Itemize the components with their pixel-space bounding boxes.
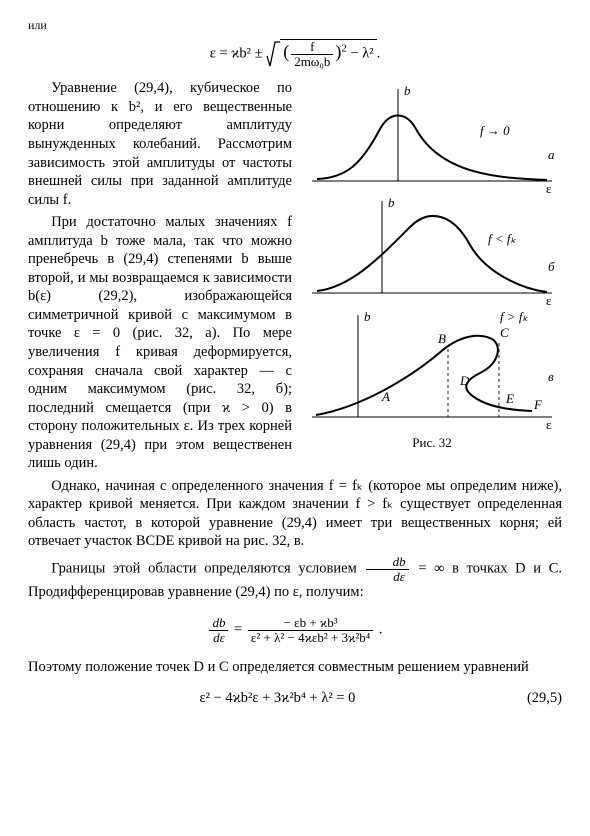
f-lt-fk: f < fₖ: [488, 231, 516, 246]
equation-eps-kb2: ε = ϰb² ± (f2mω₀b)2 − λ² .: [28, 39, 562, 69]
figure-32: b ε f → 0 а b ε f < fₖ б: [302, 81, 562, 452]
para-4: Границы этой области определяются услови…: [28, 555, 562, 602]
eq2-rhs-n: − εb + ϰb³: [248, 616, 373, 631]
eq1-frac-n: f: [291, 40, 333, 55]
para-3: Однако, начиная с определенного значения…: [28, 477, 562, 551]
axis-eps-b: ε: [546, 293, 552, 308]
axis-eps-a: ε: [546, 181, 552, 196]
axis-b-a: b: [404, 83, 411, 98]
panel-label-b: б: [548, 259, 555, 274]
frac-dbde-d: dε: [366, 570, 408, 584]
eq2-lhs-n: db: [209, 616, 228, 631]
frac-dbde-n: db: [366, 555, 408, 570]
panel-label-v: в: [548, 369, 554, 384]
axis-eps-v: ε: [546, 417, 552, 432]
eq3-body: ε² − 4ϰb²ε + 3ϰ²b⁴ + λ² = 0: [200, 690, 356, 706]
para-5: Поэтому положение точек D и C определяет…: [28, 658, 562, 677]
eq1-frac-d: 2mω₀b: [291, 55, 333, 69]
pt-B: B: [438, 331, 446, 346]
f-gt-fk: f > fₖ: [500, 309, 528, 324]
eq3-num: (29,5): [527, 689, 562, 708]
top-word: или: [28, 18, 562, 33]
pt-A: A: [381, 389, 390, 404]
eq1-minus: − λ²: [347, 46, 374, 62]
equation-29-5: ε² − 4ϰb²ε + 3ϰ²b⁴ + λ² = 0 (29,5): [28, 689, 562, 708]
para4-a: Границы этой области определяются услови…: [51, 561, 364, 577]
eq2-rhs-d: ε² + λ² − 4ϰεb² + 3ϰ²b⁴: [248, 631, 373, 645]
pt-E: E: [505, 391, 514, 406]
equation-dbde: dbdε = − εb + ϰb³ε² + λ² − 4ϰεb² + 3ϰ²b⁴…: [28, 616, 562, 644]
eq2-lhs-d: dε: [209, 631, 228, 645]
figure-caption: Рис. 32: [302, 435, 562, 452]
figure-svg: b ε f → 0 а b ε f < fₖ б: [302, 81, 562, 433]
eq1-close: .: [377, 46, 381, 62]
page: или ε = ϰb² ± (f2mω₀b)2 − λ² . b ε: [0, 0, 590, 836]
sqrt-icon: (f2mω₀b)2 − λ²: [266, 39, 376, 69]
eq1-lhs: ε = ϰb² ±: [210, 46, 266, 62]
eq1-radicand: (f2mω₀b)2 − λ²: [280, 39, 376, 69]
panel-label-a: а: [548, 147, 555, 162]
f-to-0: f → 0: [480, 123, 510, 138]
pt-D: D: [459, 373, 470, 388]
pt-C: C: [500, 325, 509, 340]
eq2-dot: .: [379, 621, 383, 637]
axis-b-b: b: [388, 195, 395, 210]
axis-b-v: b: [364, 309, 371, 324]
pt-F: F: [533, 397, 543, 412]
eq2-eq: =: [234, 621, 246, 637]
